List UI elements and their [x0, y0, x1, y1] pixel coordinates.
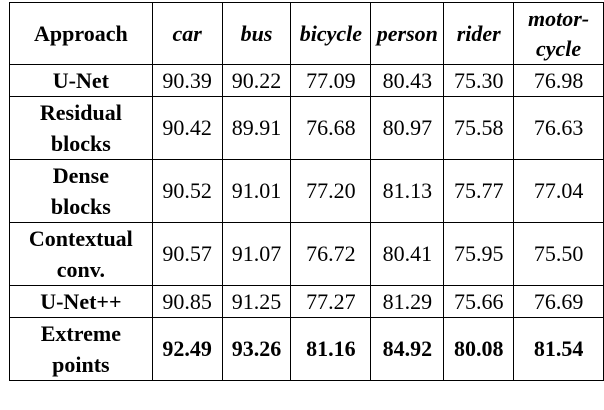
cell-value: 91.25	[221, 285, 292, 318]
cell-value: 77.27	[290, 285, 372, 318]
header-bicycle: bicycle	[290, 2, 372, 65]
row-label-line1: Residual	[39, 100, 122, 125]
cell-value: 75.58	[443, 96, 515, 160]
cell-value: 75.95	[443, 222, 515, 286]
cell-value: 77.04	[513, 159, 604, 223]
cell-value: 89.91	[221, 96, 292, 160]
cell-value: 76.68	[290, 96, 372, 160]
cell-value: 75.66	[443, 285, 515, 318]
cell-value: 76.63	[513, 96, 604, 160]
cell-value: 76.98	[513, 64, 604, 97]
row-label-line1: Dense	[52, 163, 109, 188]
row-label-line2: conv.	[56, 257, 105, 282]
cell-value: 93.26	[221, 317, 292, 381]
cell-value: 80.08	[443, 317, 515, 381]
row-label: Extreme points	[9, 317, 153, 381]
cell-value: 75.77	[443, 159, 515, 223]
row-label-line2: blocks	[50, 131, 111, 156]
cell-value: 91.01	[221, 159, 292, 223]
header-bus: bus	[221, 2, 292, 65]
cell-value: 90.22	[221, 64, 292, 97]
row-label: U-Net	[9, 64, 153, 97]
table-row: U-Net 90.39 90.22 77.09 80.43 75.30 76.9…	[9, 64, 604, 97]
cell-value: 81.29	[370, 285, 445, 318]
cell-value: 75.50	[513, 222, 604, 286]
cell-value: 80.41	[370, 222, 445, 286]
row-label-line1: Contextual	[28, 226, 133, 251]
header-approach: Approach	[9, 2, 153, 65]
row-label: Dense blocks	[9, 159, 153, 223]
cell-value: 90.85	[151, 285, 223, 318]
header-person: person	[370, 2, 445, 65]
results-table: Approach car bus bicycle person rider mo…	[9, 2, 604, 381]
cell-value: 75.30	[443, 64, 515, 97]
row-label: U-Net++	[9, 285, 153, 318]
cell-value: 76.72	[290, 222, 372, 286]
header-motorcycle-line2: cycle	[535, 35, 582, 61]
header-motorcycle: motor- cycle	[513, 2, 604, 65]
header-rider: rider	[443, 2, 515, 65]
row-label-line2: points	[52, 352, 110, 377]
cell-value: 81.16	[290, 317, 372, 381]
cell-value: 90.39	[151, 64, 223, 97]
table-row: U-Net++ 90.85 91.25 77.27 81.29 75.66 76…	[9, 285, 604, 318]
cell-value: 90.42	[151, 96, 223, 160]
cell-value: 81.54	[513, 317, 604, 381]
cell-value: 90.52	[151, 159, 223, 223]
table-row: Dense blocks 90.52 91.01 77.20 81.13 75.…	[9, 159, 604, 223]
header-car: car	[151, 2, 223, 65]
cell-value: 77.20	[290, 159, 372, 223]
table-row: Residual blocks 90.42 89.91 76.68 80.97 …	[9, 96, 604, 160]
row-label: Contextual conv.	[9, 222, 153, 286]
table-header-row: Approach car bus bicycle person rider mo…	[9, 2, 604, 65]
cell-value: 81.13	[370, 159, 445, 223]
header-motorcycle-line1: motor-	[528, 5, 590, 31]
cell-value: 92.49	[151, 317, 223, 381]
cell-value: 76.69	[513, 285, 604, 318]
table-row: Contextual conv. 90.57 91.07 76.72 80.41…	[9, 222, 604, 286]
table-row: Extreme points 92.49 93.26 81.16 84.92 8…	[9, 317, 604, 381]
row-label-line1: Extreme	[40, 321, 121, 346]
cell-value: 80.43	[370, 64, 445, 97]
row-label-line2: blocks	[50, 194, 111, 219]
cell-value: 90.57	[151, 222, 223, 286]
cell-value: 84.92	[370, 317, 445, 381]
cell-value: 77.09	[290, 64, 372, 97]
row-label: Residual blocks	[9, 96, 153, 160]
cell-value: 80.97	[370, 96, 445, 160]
cell-value: 91.07	[221, 222, 292, 286]
